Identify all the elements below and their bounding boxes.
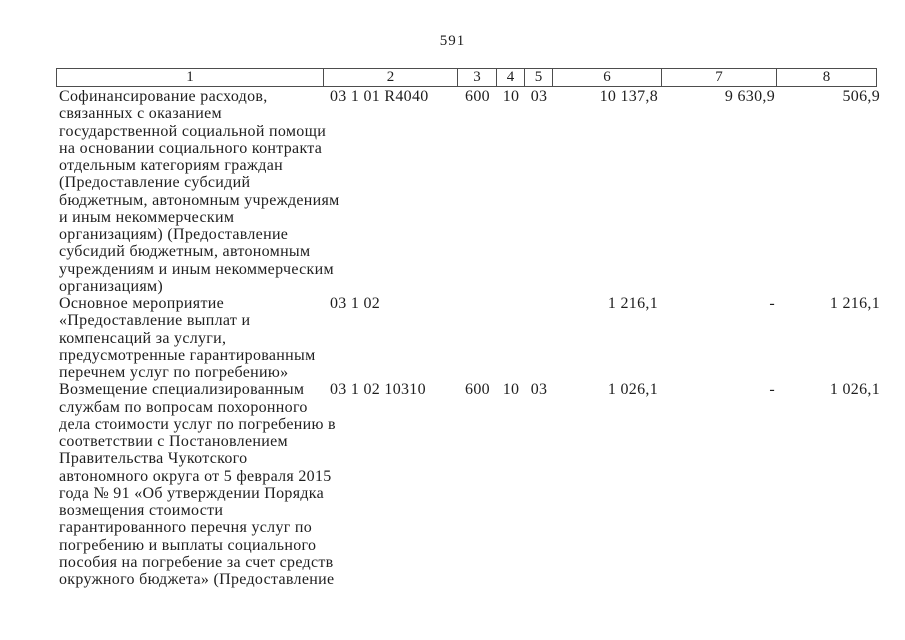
subsection-code-cell: 03 <box>530 381 548 399</box>
amount-cell-col7: 9 630,9 <box>724 88 775 105</box>
table-row: Софинансирование расходов, связанных с о… <box>56 88 880 295</box>
amount-cell-col6: 1 026,1 <box>607 381 658 399</box>
table-row: Возмещение специализированным службам по… <box>56 381 880 588</box>
section-code-cell: 10 <box>502 88 520 105</box>
amount-cell-col6: 10 137,8 <box>599 88 658 105</box>
column-header-3: 3 <box>458 68 497 87</box>
expense-code-cell: 600 <box>465 381 490 399</box>
program-code-cell: 03 1 02 10310 <box>330 381 426 399</box>
column-header-6: 6 <box>553 68 662 87</box>
amount-cell-col8: 1 026,1 <box>829 381 880 399</box>
column-header-1: 1 <box>56 68 324 87</box>
program-name-cell: Основное мероприятие «Предоставление вып… <box>59 295 316 381</box>
table-header-row: 1 2 3 4 5 6 7 8 <box>56 68 877 87</box>
page-number: 591 <box>439 33 466 49</box>
column-header-7: 7 <box>662 68 777 87</box>
amount-cell-col7: - <box>769 295 775 312</box>
program-name-cell: Софинансирование расходов, связанных с о… <box>59 88 340 295</box>
amount-cell-col8: 1 216,1 <box>829 295 880 312</box>
expense-code-cell: 600 <box>465 88 490 105</box>
column-header-5: 5 <box>525 68 553 87</box>
column-header-4: 4 <box>497 68 525 87</box>
amount-cell-col6: 1 216,1 <box>607 295 658 312</box>
column-header-2: 2 <box>324 68 458 87</box>
amount-cell-col7: - <box>769 381 775 399</box>
program-code-cell: 03 1 01 R4040 <box>330 88 429 105</box>
column-header-8: 8 <box>777 68 877 87</box>
program-name-cell: Возмещение специализированным службам по… <box>59 381 336 588</box>
table-body: Софинансирование расходов, связанных с о… <box>56 88 880 588</box>
table-row: Основное мероприятие «Предоставление вып… <box>56 295 880 381</box>
section-code-cell: 10 <box>502 381 520 399</box>
program-code-cell: 03 1 02 <box>330 295 381 312</box>
subsection-code-cell: 03 <box>530 88 548 105</box>
amount-cell-col8: 506,9 <box>842 88 880 105</box>
